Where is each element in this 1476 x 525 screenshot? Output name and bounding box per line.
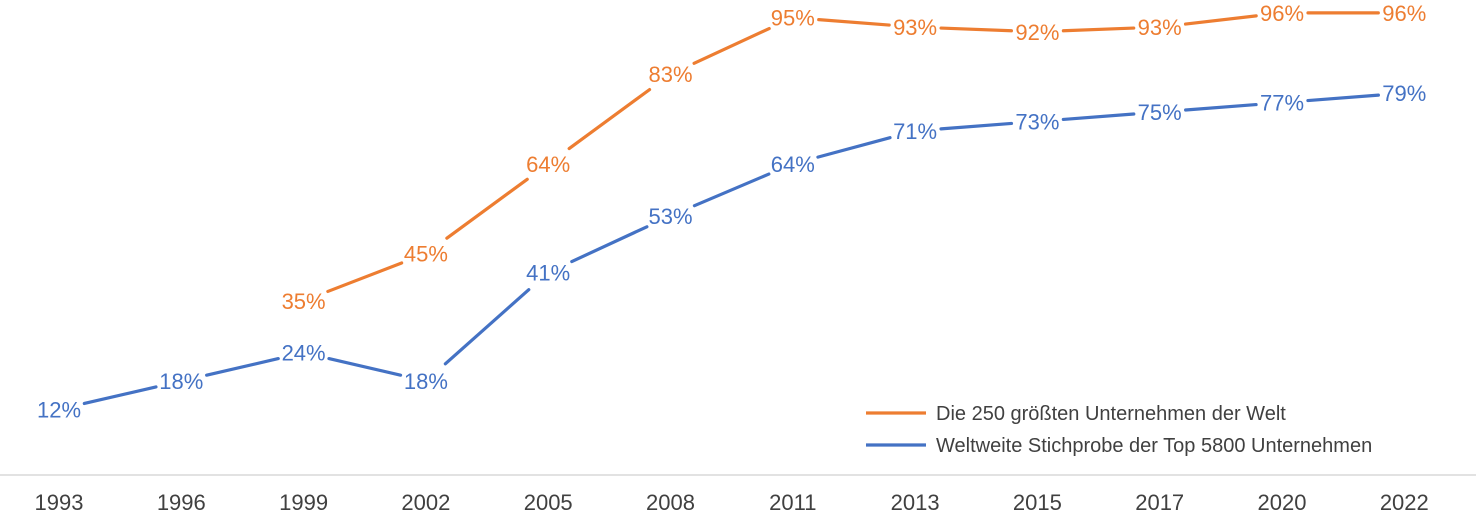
legend-label: Die 250 größten Unternehmen der Welt [936,403,1286,425]
legend-label: Weltweite Stichprobe der Top 5800 Untern… [936,435,1372,457]
data-label: 53% [648,204,692,229]
series-line-segment [327,356,403,377]
series-line-segment [817,18,891,27]
x-tick-label: 2017 [1135,490,1184,515]
data-label: 92% [1015,20,1059,45]
data-label: 83% [648,62,692,87]
data-label: 96% [1260,1,1304,26]
data-label: 93% [1138,15,1182,40]
data-label: 79% [1382,81,1426,106]
x-tick-label: 2002 [401,490,450,515]
x-tick-label: 1996 [157,490,206,515]
series-line-segment [1061,26,1136,33]
series-line-segment [1306,93,1380,103]
x-tick-label: 2022 [1380,490,1429,515]
data-label: 18% [404,369,448,394]
data-label: 12% [37,397,81,422]
series-line-segment [1184,102,1258,112]
data-label: 96% [1382,1,1426,26]
series-1: 12% 18% 24% 18% 41% 53% 64% 71% 73% 75% 77% 79% [37,81,1426,422]
data-label: 24% [282,341,326,366]
data-label: 77% [1260,91,1304,116]
x-tick-label: 2020 [1258,490,1307,515]
data-label: 41% [526,260,570,285]
series-line-segment [570,225,649,264]
data-label: 71% [893,119,937,144]
data-label: 18% [159,369,203,394]
data-label: 95% [771,6,815,31]
x-tick-label: 1999 [279,490,328,515]
series-line-segment [326,261,404,294]
x-tick-label: 2005 [524,490,573,515]
legend: Die 250 größten Unternehmen der Welt Welt… [866,403,1372,457]
series-line-segment [816,136,892,159]
x-tick-label: 2011 [769,490,816,515]
x-tick-label: 1993 [35,490,84,515]
series-line-segment [82,385,158,406]
series-line-segment [205,356,280,377]
series-line-segment [567,88,652,151]
data-label: 75% [1138,100,1182,125]
data-label: 73% [1015,109,1059,134]
series-line-segment [939,121,1014,131]
series-0: 35% 45% 64% 83% 95% 93% 92% 93% 96% 96% [282,1,1427,314]
series-line-segment [445,177,529,240]
data-label: 93% [893,15,937,40]
series-line-segment [692,172,771,208]
x-tick-label: 2015 [1013,490,1062,515]
data-label: 64% [526,152,570,177]
x-tick-label: 2013 [891,490,940,515]
series-line-segment [692,26,771,65]
series-line-segment [443,288,531,366]
series-line-segment [1183,14,1258,26]
data-label: 64% [771,152,815,177]
data-label: 45% [404,242,448,267]
series-line-segment [939,26,1014,33]
x-tick-label: 2008 [646,490,695,515]
series-line-segment [1061,112,1136,122]
data-label: 35% [282,289,326,314]
